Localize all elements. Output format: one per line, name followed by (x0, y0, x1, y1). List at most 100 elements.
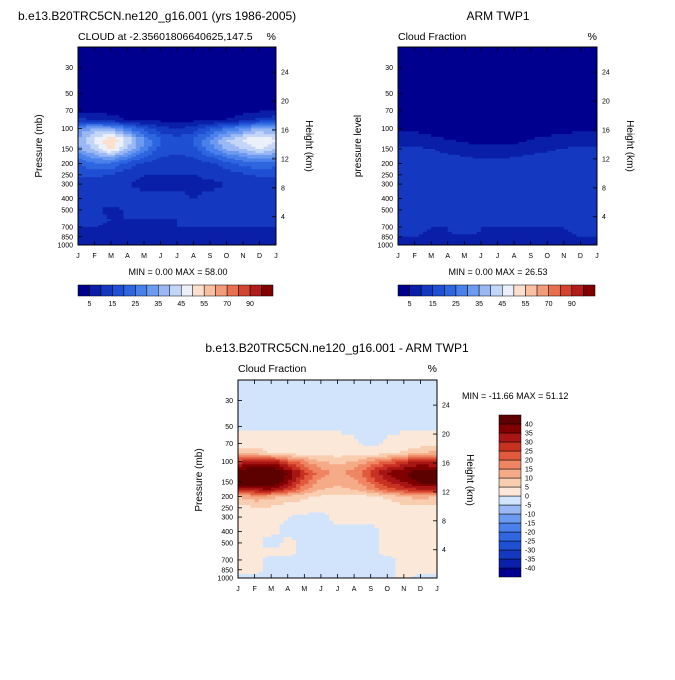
contour-cell (148, 62, 153, 68)
contour-cell (585, 93, 590, 98)
contour-cell (185, 191, 190, 195)
panel-title: b.e13.B20TRC5CN.ne120_g16.001 (yrs 1986-… (18, 9, 296, 23)
contour-cell (206, 62, 211, 68)
contour-cell (264, 74, 269, 81)
contour-cell (194, 87, 199, 94)
contour-cell (427, 98, 432, 103)
contour-cell (547, 102, 552, 107)
contour-cell (452, 102, 457, 107)
contour-cell (481, 106, 486, 111)
contour-cell (564, 93, 569, 98)
contour-cell (214, 106, 219, 111)
contour-cell (427, 93, 432, 98)
contour-cell (214, 184, 219, 188)
contour-field (398, 47, 598, 246)
contour-cell (82, 93, 87, 98)
contour-cell (177, 68, 182, 75)
contour-cell (103, 98, 108, 103)
contour-cell (107, 93, 112, 98)
contour-cell (444, 62, 449, 68)
contour-cell (140, 80, 145, 87)
contour-cell (243, 195, 248, 199)
contour-cell (560, 62, 565, 68)
contour-cell (502, 98, 507, 103)
contour-cell (235, 93, 240, 98)
contour-cell (95, 195, 100, 199)
contour-cell (460, 74, 465, 81)
contour-cell (560, 106, 565, 111)
contour-cell (136, 106, 141, 111)
contour-cell (107, 184, 112, 188)
contour-cell (489, 57, 494, 63)
contour-cell (185, 68, 190, 75)
contour-cell (161, 74, 166, 81)
contour-cell (189, 195, 194, 199)
contour-cell (202, 191, 207, 195)
contour-cell (527, 74, 532, 81)
contour-cell (156, 87, 161, 94)
contour-cell (473, 87, 478, 94)
contour-cell (423, 98, 428, 103)
contour-cell (589, 62, 594, 68)
contour-cell (419, 68, 424, 75)
contour-cell (481, 102, 486, 107)
contour-cell (589, 57, 594, 63)
panel-subtitle-left: CLOUD at -2.35601806640625,147.5 (78, 31, 253, 43)
contour-cell (439, 93, 444, 98)
contour-cell (218, 47, 223, 53)
contour-cell (502, 68, 507, 75)
contour-cell (568, 102, 573, 107)
contour-cell (111, 188, 116, 192)
contour-cell (198, 74, 203, 81)
contour-cell (406, 93, 411, 98)
contour-cell (128, 62, 133, 68)
contour-cell (502, 87, 507, 94)
contour-cell (531, 102, 536, 107)
contour-cell (452, 106, 457, 111)
contour-cell (247, 106, 252, 111)
contour-cell (439, 74, 444, 81)
contour-cell (86, 87, 91, 94)
contour-cell (128, 68, 133, 75)
contour-cell (260, 57, 265, 63)
contour-cell (485, 87, 490, 94)
contour-cell (227, 80, 232, 87)
contour-cell (255, 68, 260, 75)
contour-cell (510, 68, 515, 75)
x-tick-label: S (208, 253, 213, 260)
contour-cell (255, 184, 260, 188)
contour-cell (235, 52, 240, 58)
contour-cell (585, 47, 590, 53)
contour-cell (527, 106, 532, 111)
contour-cell (260, 52, 265, 58)
contour-cell (243, 68, 248, 75)
contour-cell (247, 184, 252, 188)
contour-cell (589, 87, 594, 94)
contour-cell (255, 87, 260, 94)
contour-cell (264, 47, 269, 53)
colorbar-swatch (193, 285, 204, 296)
contour-cell (255, 188, 260, 192)
contour-cell (99, 93, 104, 98)
contour-cell (527, 57, 532, 63)
contour-cell (115, 87, 120, 94)
contour-cell (477, 102, 482, 107)
contour-cell (198, 47, 203, 53)
contour-cell (406, 74, 411, 81)
contour-cell (202, 68, 207, 75)
contour-cell (448, 47, 453, 53)
y-right-tick-label: 12 (281, 156, 289, 163)
contour-cell (255, 52, 260, 58)
contour-cell (260, 102, 265, 107)
contour-cell (535, 47, 540, 53)
contour-cell (415, 106, 420, 111)
contour-cell (423, 57, 428, 63)
contour-cell (239, 62, 244, 68)
contour-cell (115, 68, 120, 75)
contour-cell (198, 52, 203, 58)
contour-cell (173, 87, 178, 94)
contour-cell (531, 62, 536, 68)
contour-cell (169, 57, 174, 63)
contour-cell (144, 195, 149, 199)
contour-cell (177, 52, 182, 58)
